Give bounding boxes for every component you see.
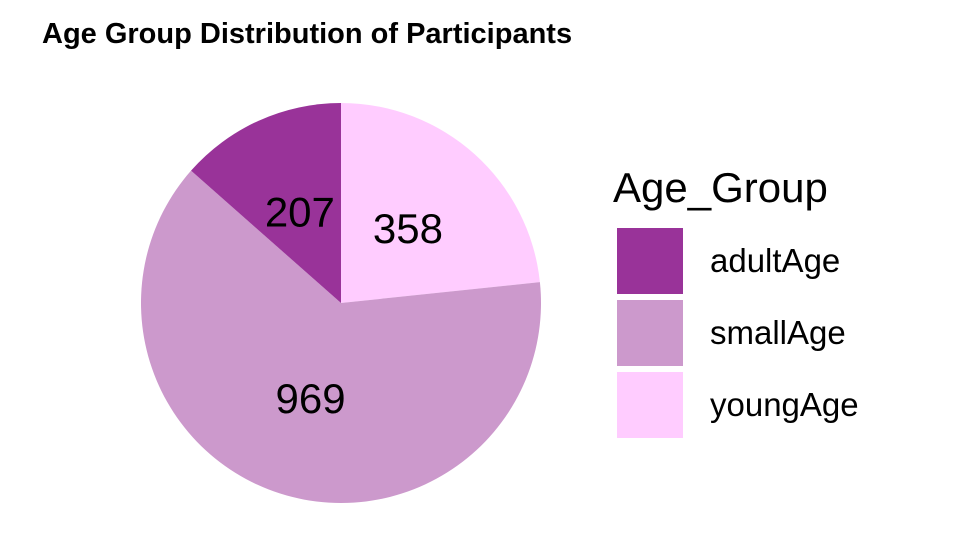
legend-label-youngAge: youngAge: [710, 386, 859, 423]
legend-items: adultAge smallAge youngAge: [613, 226, 859, 440]
slice-label-youngAge: 358: [373, 205, 443, 252]
legend-label-adultAge: adultAge: [710, 242, 841, 279]
pie-slice-adultAge: [191, 103, 341, 303]
legend: Age_Group adultAge smallAge youngAge: [613, 162, 859, 442]
legend-item-adultAge: adultAge: [613, 226, 859, 296]
chart-title: Age Group Distribution of Participants: [42, 18, 573, 50]
legend-item-youngAge: youngAge: [613, 370, 859, 440]
legend-label-smallAge: smallAge: [710, 314, 846, 351]
legend-key-adultAge: [617, 228, 683, 294]
pie-slice-youngAge: [341, 103, 540, 303]
pie-slice-smallAge: [141, 170, 541, 504]
pie-slice-labels: 358 969 207: [265, 188, 443, 421]
legend-title: Age_Group: [613, 164, 828, 211]
slice-label-adultAge: 207: [265, 188, 335, 235]
slice-label-smallAge: 969: [276, 375, 346, 422]
pie-slices: [141, 103, 541, 504]
legend-item-smallAge: smallAge: [613, 298, 859, 368]
legend-key-smallAge: [617, 300, 683, 366]
legend-key-youngAge: [617, 372, 683, 438]
